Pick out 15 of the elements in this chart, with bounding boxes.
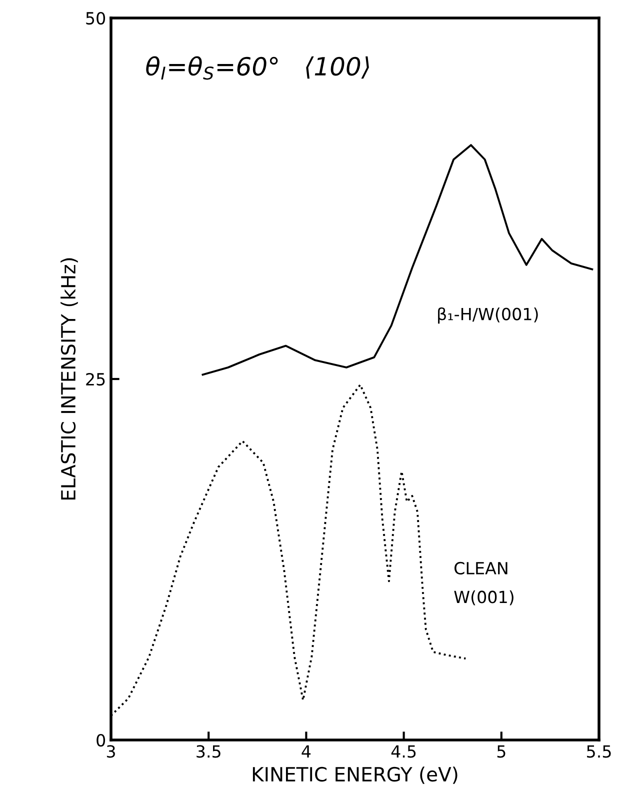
x-axis-title: KINETIC ENERGY (eV) xyxy=(252,766,458,784)
y-axis-title: ELASTIC INTENSITY (kHz) xyxy=(60,258,78,500)
y-tick-label: 50 xyxy=(86,12,106,25)
x-tick-label: 5 xyxy=(497,745,506,758)
y-tick-label: 25 xyxy=(86,372,105,386)
text: θ$_{I}$=θ$_{S}$=60° ⟨100⟩ xyxy=(146,56,369,80)
x-tick-label: 3.5 xyxy=(196,745,220,758)
line-series xyxy=(202,144,594,376)
x-tick-label: 3 xyxy=(106,745,115,758)
series-label: CLEAN W(001) xyxy=(454,562,514,606)
x-tick-label: 4 xyxy=(302,745,311,758)
text: β₁-H/W(001) xyxy=(438,307,538,324)
y-tick-label: 0 xyxy=(96,734,106,747)
x-tick-label: 5.5 xyxy=(587,745,611,758)
x-tick-label: 4.5 xyxy=(391,745,416,758)
